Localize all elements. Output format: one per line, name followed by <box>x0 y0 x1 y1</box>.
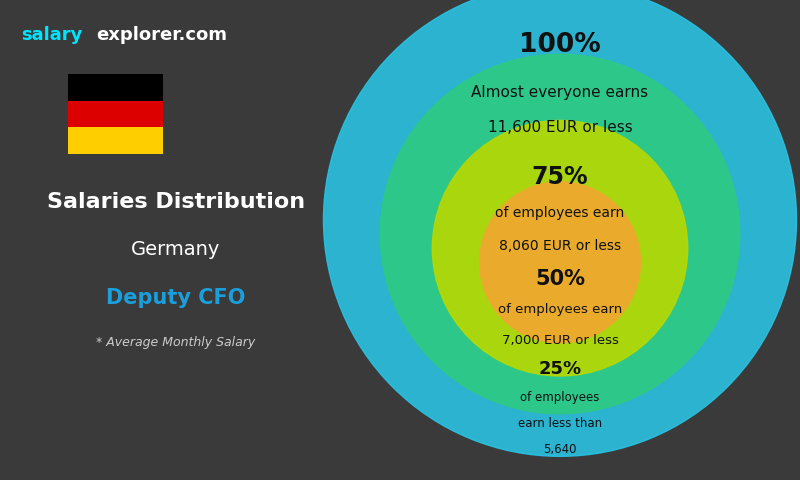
Text: 7,000 EUR or less: 7,000 EUR or less <box>502 334 618 347</box>
Text: 75%: 75% <box>532 165 588 189</box>
Text: salary: salary <box>22 26 83 45</box>
Text: * Average Monthly Salary: * Average Monthly Salary <box>96 336 256 349</box>
Circle shape <box>380 54 740 414</box>
Text: 100%: 100% <box>519 32 601 58</box>
Circle shape <box>432 120 688 376</box>
Text: 8,060 EUR or less: 8,060 EUR or less <box>499 239 621 253</box>
Bar <box>69 101 162 127</box>
Text: explorer.com: explorer.com <box>96 26 227 45</box>
Text: of employees: of employees <box>520 391 600 404</box>
Text: earn less than: earn less than <box>518 417 602 430</box>
Text: Germany: Germany <box>131 240 221 259</box>
Text: of employees earn: of employees earn <box>498 303 622 316</box>
Text: 11,600 EUR or less: 11,600 EUR or less <box>488 120 632 135</box>
Text: Almost everyone earns: Almost everyone earns <box>471 84 649 100</box>
Text: 50%: 50% <box>535 269 585 289</box>
Text: of employees earn: of employees earn <box>495 206 625 220</box>
Text: 25%: 25% <box>538 360 582 378</box>
Bar <box>69 127 162 154</box>
Text: Salaries Distribution: Salaries Distribution <box>47 192 305 212</box>
Text: 5,640: 5,640 <box>543 443 577 456</box>
Text: Deputy CFO: Deputy CFO <box>106 288 246 308</box>
Bar <box>69 74 162 101</box>
Circle shape <box>479 182 641 343</box>
Circle shape <box>323 0 797 456</box>
